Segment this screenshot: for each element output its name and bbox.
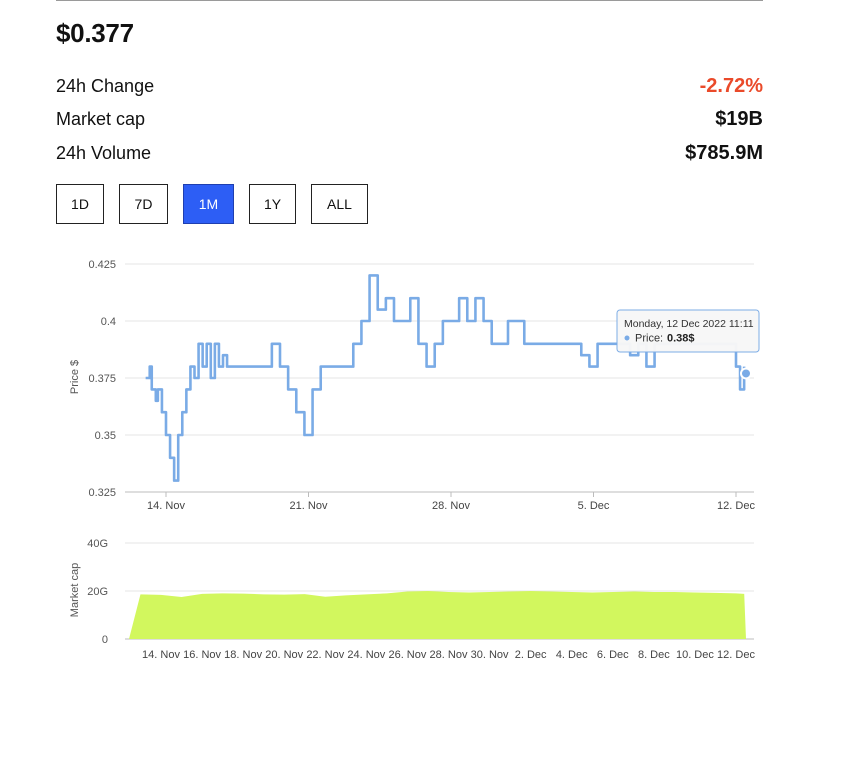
y-tick-label: 0.325: [88, 487, 116, 499]
y-tick-label: 0.425: [88, 259, 116, 271]
y-tick-label: 40G: [87, 538, 108, 550]
market-cap-chart[interactable]: 0 20G 40G 14. Nov 16. Nov 18. Nov 20. Nov 22. …: [0, 520, 850, 666]
y-tick-label: 0.35: [95, 430, 116, 442]
x-tick-label: 12. Dec: [717, 500, 755, 512]
timeframe-button-all[interactable]: ALL: [311, 184, 368, 224]
current-price: $0.377: [56, 18, 134, 48]
x-tick-label: 4. Dec: [556, 649, 588, 661]
y-tick-label: 0.375: [88, 373, 116, 385]
x-tick-label: 20. Nov: [265, 649, 303, 661]
stat-24h-volume: 24h Volume $785.9M: [56, 140, 763, 166]
stat-24h-change: 24h Change -2.72%: [56, 73, 763, 99]
tooltip-value: 0.38$: [667, 333, 695, 345]
market-cap-axis-label: Market cap: [69, 563, 81, 617]
x-tick-label: 28. Nov: [430, 649, 468, 661]
stat-label: 24h Change: [56, 75, 155, 96]
stat-value-market-cap: $19B: [715, 107, 763, 130]
price-chart-y-axis: 0.325 0.35 0.375 0.4 0.425: [88, 259, 116, 499]
x-tick-label: 14. Nov: [147, 500, 185, 512]
market-cap-y-axis: 0 20G 40G: [87, 538, 108, 646]
price-chart[interactable]: 0.325 0.35 0.375 0.4 0.425 14. Nov 21. Nov 28.…: [0, 240, 850, 760]
timeframe-selector: 1D 7D 1M 1Y ALL: [56, 184, 368, 224]
x-tick-label: 6. Dec: [597, 649, 629, 661]
stat-value-24h-volume: $785.9M: [685, 141, 763, 164]
y-tick-label: 0: [102, 634, 108, 646]
stat-value-24h-change: -2.72%: [699, 74, 763, 97]
x-tick-label: 21. Nov: [290, 500, 328, 512]
timeframe-button-7d[interactable]: 7D: [119, 184, 168, 224]
tooltip-date: Monday, 12 Dec 2022 11:11: [624, 318, 754, 330]
price-axis-label: Price $: [69, 360, 81, 394]
y-tick-label: 0.4: [101, 316, 116, 328]
hover-marker: [740, 367, 752, 380]
x-tick-label: 8. Dec: [638, 649, 670, 661]
market-cap-x-axis: 14. Nov 16. Nov 18. Nov 20. Nov 22. Nov 24. N…: [142, 649, 755, 661]
x-tick-label: 2. Dec: [515, 649, 547, 661]
x-tick-label: 22. Nov: [306, 649, 344, 661]
x-tick-label: 24. Nov: [347, 649, 385, 661]
tooltip-box: [616, 309, 760, 353]
price-chart-gridlines: [125, 263, 754, 493]
stat-label: Market cap: [56, 108, 146, 129]
x-tick-label: 5. Dec: [578, 500, 610, 512]
x-tick-label: 12. Dec: [717, 649, 755, 661]
x-tick-label: 14. Nov: [142, 649, 180, 661]
tooltip-label: Price:: [635, 333, 663, 345]
x-tick-label: 10. Dec: [676, 649, 714, 661]
price-chart-x-axis: 14. Nov 21. Nov 28. Nov 5. Dec 12. Dec: [147, 492, 755, 512]
x-tick-label: 28. Nov: [432, 500, 470, 512]
x-tick-label: 18. Nov: [224, 649, 262, 661]
x-tick-label: 16. Nov: [183, 649, 221, 661]
timeframe-button-1y[interactable]: 1Y: [249, 184, 296, 224]
stat-label: 24h Volume: [56, 142, 152, 163]
timeframe-button-1d[interactable]: 1D: [56, 184, 104, 224]
timeframe-button-1m[interactable]: 1M: [183, 184, 234, 224]
price-tooltip: Monday, 12 Dec 2022 11:11 Price: 0.38$: [616, 309, 760, 353]
tooltip-series-dot: [624, 335, 630, 341]
market-cap-area: [129, 591, 746, 639]
x-tick-label: 30. Nov: [471, 649, 509, 661]
y-tick-label: 20G: [87, 586, 108, 598]
x-tick-label: 26. Nov: [388, 649, 426, 661]
top-divider: [56, 0, 763, 1]
stat-market-cap: Market cap $19B: [56, 106, 763, 132]
